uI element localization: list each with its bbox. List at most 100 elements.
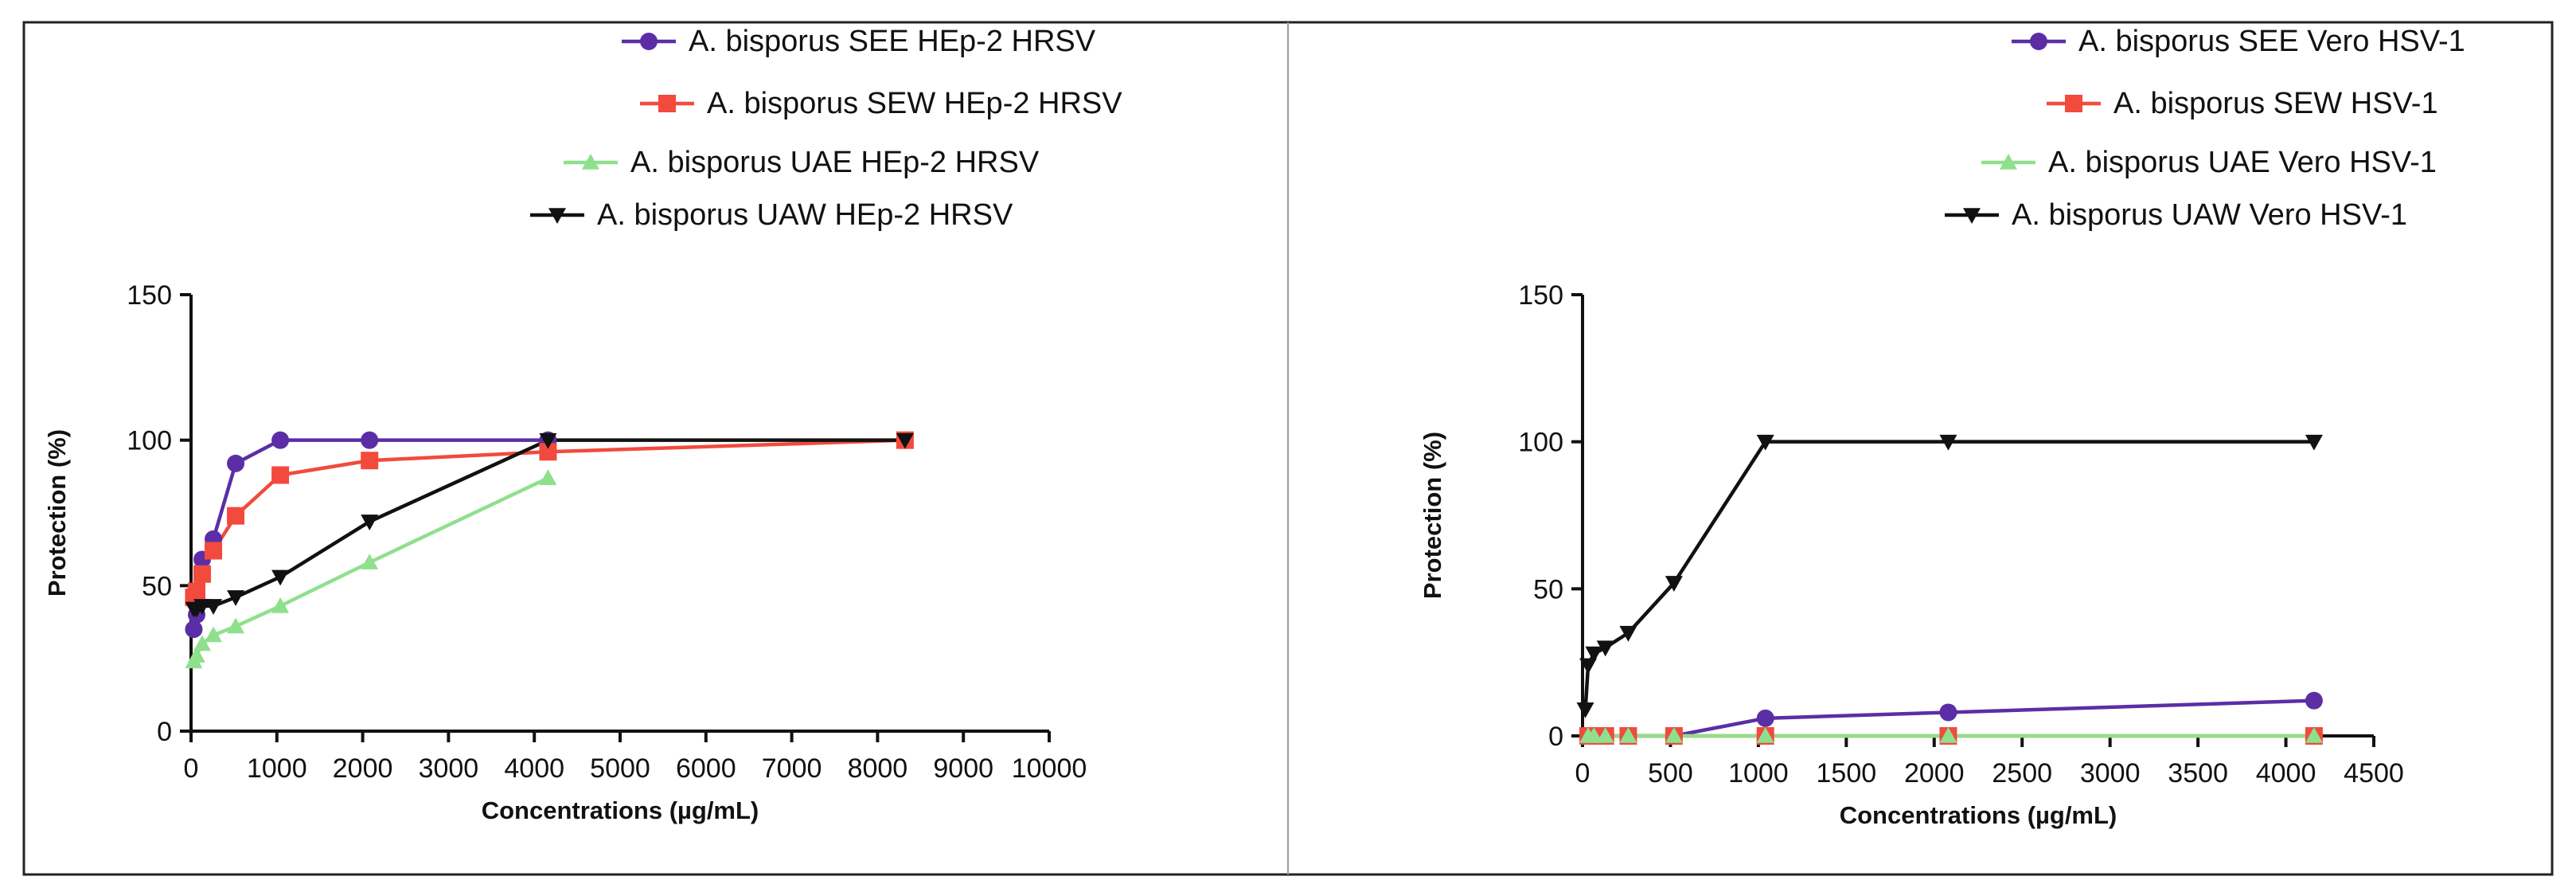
legend-label: A. bisporus UAE HEp-2 HRSV bbox=[630, 146, 1040, 179]
data-point-series-1 bbox=[271, 431, 290, 449]
x-tick-label: 9000 bbox=[933, 753, 993, 784]
x-tick-label: 7000 bbox=[762, 753, 822, 784]
data-point-series-4 bbox=[1756, 434, 1774, 451]
series-line-2 bbox=[192, 438, 905, 598]
legend-label: A. bisporus UAW Vero HSV-1 bbox=[2012, 198, 2407, 232]
data-point-series-3 bbox=[193, 635, 212, 651]
y-axis-title: Protection (%) bbox=[43, 429, 71, 597]
data-point-series-1 bbox=[1939, 703, 1957, 722]
x-axis-title: Concentrations (µg/mL) bbox=[1840, 801, 2117, 829]
legend-marker bbox=[2000, 154, 2017, 170]
chart-panel-1: 0 50 100 150 0 1000 2000 3000 4000 5000 6000 7000 80… bbox=[43, 25, 1122, 824]
data-point-series-3 bbox=[205, 626, 223, 643]
legend-label: A. bisporus SEW HEp-2 HRSV bbox=[707, 87, 1122, 120]
x-tick-label: 10000 bbox=[1012, 753, 1087, 784]
data-point-series-4 bbox=[1596, 640, 1614, 657]
y-tick-label: 50 bbox=[1533, 574, 1563, 605]
y-tick-label: 0 bbox=[1548, 722, 1563, 752]
legend-label: A. bisporus UAW HEp-2 HRSV bbox=[597, 198, 1013, 232]
legend: A. bisporus SEE Vero HSV-1 A. bisporus SE… bbox=[1945, 25, 2465, 232]
legend-label: A. bisporus SEE Vero HSV-1 bbox=[2078, 25, 2465, 58]
series-line-4 bbox=[193, 438, 905, 611]
data-point-series-3 bbox=[1939, 727, 1957, 743]
x-tick-label: 5000 bbox=[590, 753, 650, 784]
data-point-series-4 bbox=[1579, 658, 1598, 675]
data-point-series-3 bbox=[271, 597, 290, 613]
legend: A. bisporus SEE HEp-2 HRSV A. bisporus SE… bbox=[530, 25, 1122, 232]
x-tick-label: 4000 bbox=[2256, 758, 2316, 788]
x-tick-label: 0 bbox=[184, 753, 199, 784]
data-point-series-2 bbox=[227, 507, 245, 525]
legend-marker bbox=[640, 33, 658, 50]
data-point-series-4 bbox=[896, 432, 914, 449]
data-point-series-3 bbox=[539, 469, 557, 485]
legend-marker bbox=[548, 208, 566, 224]
data-point-series-2 bbox=[205, 542, 223, 560]
data-point-series-4 bbox=[193, 599, 212, 615]
data-point-series-3 bbox=[1619, 727, 1637, 743]
data-point-series-4 bbox=[227, 590, 245, 606]
data-point-series-2 bbox=[539, 443, 557, 461]
legend-marker bbox=[1963, 208, 1981, 224]
x-tick-label: 500 bbox=[1648, 758, 1693, 788]
x-tick-label: 1000 bbox=[1728, 758, 1789, 788]
data-point-series-2 bbox=[361, 452, 379, 470]
data-point-series-1 bbox=[361, 431, 379, 449]
x-tick-label: 4500 bbox=[2344, 758, 2404, 788]
data-point-series-3 bbox=[361, 554, 379, 569]
x-tick-label: 3500 bbox=[2168, 758, 2228, 788]
y-axis-title: Protection (%) bbox=[1419, 432, 1446, 599]
y-tick-label: 0 bbox=[157, 717, 172, 747]
data-point-series-1 bbox=[185, 620, 203, 639]
data-point-series-2 bbox=[193, 565, 212, 583]
legend-marker bbox=[2065, 95, 2082, 112]
data-point-series-1 bbox=[2305, 691, 2323, 710]
x-tick-label: 8000 bbox=[848, 753, 908, 784]
x-tick-label: 1500 bbox=[1817, 758, 1877, 788]
data-point-series-3 bbox=[227, 617, 245, 634]
data-point-series-4 bbox=[1619, 625, 1637, 642]
y-tick-label: 100 bbox=[127, 426, 172, 456]
data-point-series-3 bbox=[1585, 727, 1603, 743]
x-tick-label: 3000 bbox=[419, 753, 479, 784]
x-tick-label: 2000 bbox=[333, 753, 393, 784]
x-tick-label: 3000 bbox=[2080, 758, 2141, 788]
data-point-series-4 bbox=[2305, 434, 2323, 451]
data-point-series-3 bbox=[1756, 727, 1774, 743]
data-point-series-3 bbox=[1596, 727, 1614, 743]
data-point-series-2 bbox=[188, 582, 206, 601]
data-point-series-4 bbox=[539, 432, 557, 449]
legend-marker bbox=[2030, 33, 2047, 50]
y-tick-label: 150 bbox=[1518, 280, 1563, 311]
legend-marker bbox=[658, 95, 676, 112]
x-tick-label: 2500 bbox=[1992, 758, 2052, 788]
series-line-4 bbox=[1583, 440, 2314, 710]
x-axis-title: Concentrations (µg/mL) bbox=[482, 796, 759, 824]
y-tick-label: 50 bbox=[142, 571, 172, 601]
data-point-series-4 bbox=[1585, 646, 1603, 663]
data-point-series-3 bbox=[188, 647, 206, 663]
data-point-series-4 bbox=[205, 599, 223, 615]
legend-marker bbox=[582, 154, 599, 170]
data-point-series-1 bbox=[227, 454, 245, 472]
legend-label: A. bisporus UAE Vero HSV-1 bbox=[2048, 146, 2437, 179]
data-point-series-4 bbox=[1939, 434, 1957, 451]
data-point-series-2 bbox=[271, 466, 290, 484]
data-point-series-4 bbox=[1665, 576, 1683, 592]
x-tick-label: 4000 bbox=[504, 753, 564, 784]
x-tick-label: 1000 bbox=[247, 753, 307, 784]
x-tick-label: 2000 bbox=[1904, 758, 1965, 788]
x-tick-label: 6000 bbox=[676, 753, 736, 784]
data-point-series-1 bbox=[1756, 709, 1774, 727]
y-tick-label: 150 bbox=[127, 280, 172, 311]
legend-label: A. bisporus SEW HSV-1 bbox=[2113, 87, 2438, 120]
y-tick-label: 100 bbox=[1518, 428, 1563, 458]
data-point-series-3 bbox=[2305, 727, 2323, 743]
data-point-series-3 bbox=[1665, 727, 1683, 743]
x-tick-label: 0 bbox=[1575, 758, 1590, 788]
data-point-series-4 bbox=[1576, 702, 1594, 718]
legend-label: A. bisporus SEE HEp-2 HRSV bbox=[689, 25, 1096, 58]
data-point-series-4 bbox=[271, 569, 290, 586]
